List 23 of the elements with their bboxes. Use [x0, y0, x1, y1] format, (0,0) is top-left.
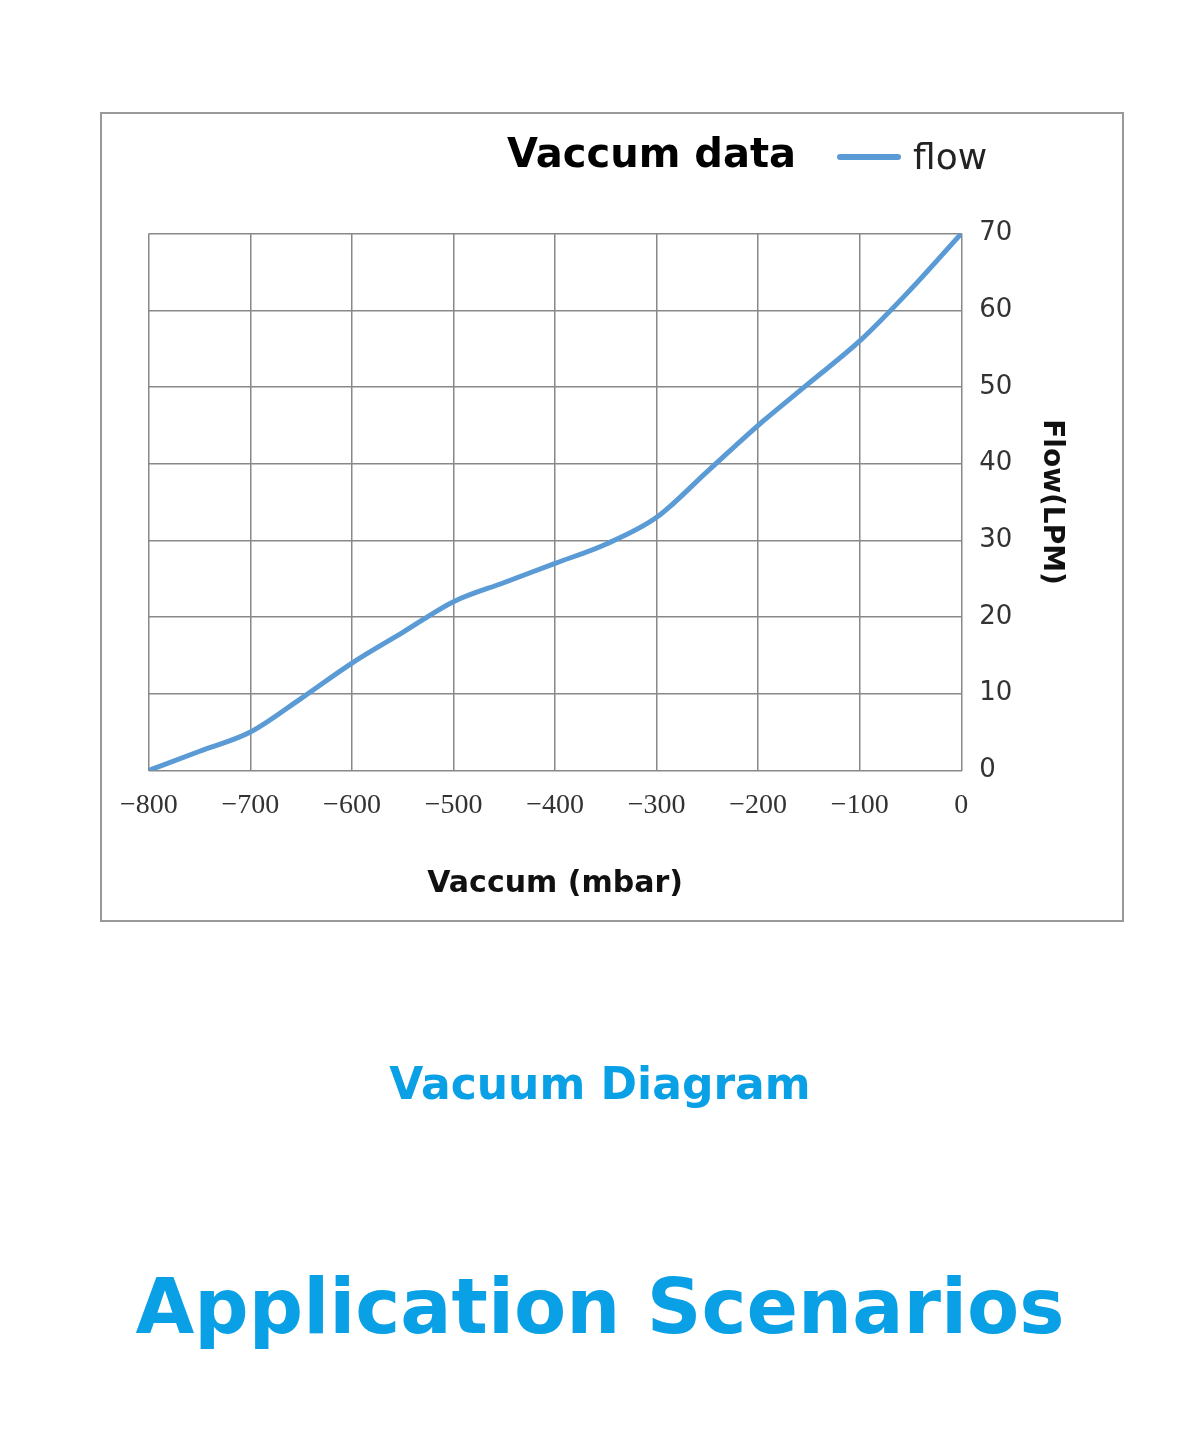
y-tick-label: 10	[979, 676, 1013, 707]
x-tick-label: −700	[221, 787, 280, 819]
x-tick-label: −500	[424, 787, 483, 819]
y-axis-title: Flow(LPM)	[1036, 419, 1070, 585]
legend-label: flow	[913, 136, 988, 177]
y-tick-label: 40	[979, 446, 1013, 477]
y-tick-label: 70	[979, 216, 1013, 247]
x-tick-label: −100	[830, 787, 889, 819]
y-tick-label: 0	[979, 753, 996, 784]
x-tick-label: −300	[627, 787, 686, 819]
y-tick-label: 20	[979, 599, 1013, 630]
y-tick-label: 50	[979, 369, 1013, 400]
x-tick-label: −400	[526, 787, 584, 819]
chart-title: Vaccum data	[507, 130, 797, 176]
x-tick-label: −200	[729, 787, 788, 819]
y-tick-label: 30	[979, 523, 1013, 554]
x-axis-title: Vaccum (mbar)	[427, 863, 683, 899]
x-tick-label: 0	[954, 787, 969, 819]
y-tick-label: 60	[979, 293, 1013, 324]
text: Vacuum Diagram	[388, 1058, 812, 1109]
x-tick-label: −600	[323, 787, 381, 819]
x-tick-label: −800	[120, 787, 178, 819]
text: Application Scenarios	[134, 1262, 1066, 1351]
